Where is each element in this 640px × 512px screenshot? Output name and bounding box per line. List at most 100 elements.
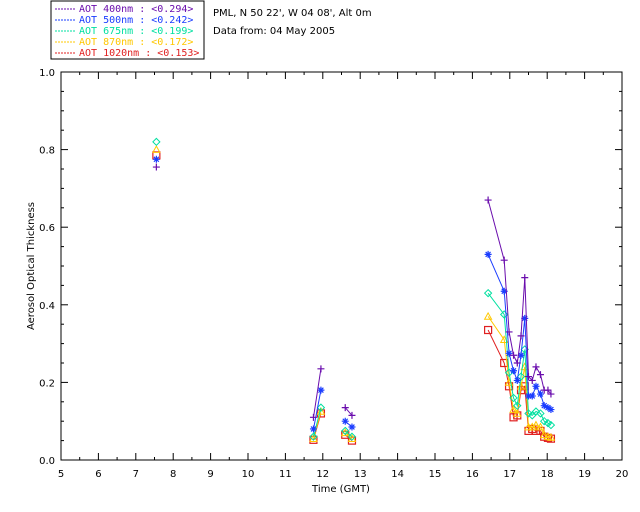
x-tick-label: 18 (541, 469, 554, 480)
x-tick-label: 8 (170, 469, 176, 480)
data-point-star (341, 417, 349, 425)
data-point-diamond (499, 310, 509, 319)
data-point-plus (152, 163, 160, 171)
legend-entry: AOT 400nm : <0.294> (79, 4, 193, 15)
data-point-plus (348, 411, 356, 419)
series-line (313, 390, 322, 430)
x-axis-label: Time (GMT) (311, 484, 370, 495)
x-tick-label: 5 (58, 469, 64, 480)
data-point-star (528, 392, 536, 400)
data-point-diamond (546, 420, 556, 430)
data-point-triangle (546, 432, 556, 441)
series-aot-1020nm (152, 151, 556, 445)
data-point-diamond (316, 403, 326, 412)
x-tick-label: 15 (429, 469, 442, 480)
data-point-star (536, 390, 544, 398)
data-point-triangle (316, 406, 326, 415)
data-point-square (484, 325, 493, 335)
plot-frame (60, 71, 623, 461)
series-line (487, 329, 552, 440)
x-tick-label: 19 (578, 469, 591, 480)
y-tick-label: 1.0 (39, 68, 55, 79)
data-point-diamond (341, 426, 350, 436)
data-point-triangle (483, 311, 493, 320)
data-point-plus (500, 256, 508, 264)
series-line (487, 316, 552, 438)
data-point-star (317, 386, 325, 394)
date-info: Data from: 04 May 2005 (213, 26, 335, 37)
series-aot-400nm (152, 163, 555, 421)
legend-entry: AOT 1020nm : <0.153> (79, 48, 199, 59)
series-line (487, 292, 552, 426)
y-tick-label: 0.8 (39, 146, 55, 157)
data-point-plus (532, 363, 540, 371)
data-point-diamond (152, 137, 161, 147)
series-aot-500nm (152, 155, 555, 433)
data-point-diamond (509, 393, 518, 403)
series-line (344, 407, 353, 416)
series-line (487, 254, 552, 411)
legend-entry: AOT 675nm : <0.199> (79, 26, 193, 37)
data-point-triangle (152, 145, 161, 153)
legend-box (50, 0, 205, 60)
data-point-diamond (531, 407, 541, 416)
series-aot-870nm (152, 145, 556, 442)
x-tick-label: 7 (133, 469, 139, 480)
x-tick-label: 14 (391, 469, 404, 480)
data-point-plus (525, 373, 532, 381)
y-axis: 0.0 0.2 0.4 0.6 0.8 1.0 (39, 68, 622, 467)
x-tick-label: 6 (95, 469, 101, 480)
y-tick-label: 0.0 (39, 456, 55, 467)
data-point-diamond (540, 416, 549, 426)
x-tick-label: 13 (354, 469, 367, 480)
data-point-diamond (347, 432, 357, 441)
x-tick-label: 9 (207, 469, 213, 480)
data-point-plus (513, 359, 521, 367)
legend-entry: AOT 500nm : <0.242> (79, 15, 193, 26)
x-tick-label: 11 (279, 469, 292, 480)
data-point-star (510, 367, 518, 375)
data-point-star (152, 155, 160, 163)
data-point-plus (484, 196, 492, 204)
data-point-diamond (513, 401, 522, 410)
y-tick-label: 0.2 (39, 378, 55, 389)
data-point-star (517, 351, 525, 359)
data-point-plus (528, 376, 536, 384)
data-point-triangle (512, 408, 522, 417)
site-info: PML, N 50 22', W 04 08', Alt 0m (213, 8, 372, 19)
series-line (313, 407, 322, 437)
data-point-star (544, 404, 552, 412)
data-point-diamond (483, 288, 493, 298)
data-point-plus (341, 404, 349, 412)
data-point-star (547, 406, 555, 414)
data-point-plus (309, 413, 317, 421)
data-point-star (521, 314, 529, 322)
data-point-plus (317, 365, 325, 373)
x-tick-label: 12 (316, 469, 329, 480)
data-point-plus (547, 390, 555, 398)
data-point-triangle (539, 430, 549, 439)
series-layer (152, 137, 556, 445)
data-point-triangle (520, 362, 530, 371)
data-point-diamond (516, 372, 526, 381)
x-tick-label: 10 (242, 469, 255, 480)
series-line (344, 430, 353, 438)
data-point-plus (536, 371, 544, 379)
series-line (487, 199, 552, 395)
data-point-square (500, 358, 509, 368)
data-point-plus (505, 328, 513, 336)
x-axis: 5 6 7 8 9 10 11 12 13 14 15 16 17 18 19 20 (58, 72, 628, 480)
series-line (313, 368, 322, 418)
data-point-star (309, 425, 317, 433)
data-point-diamond (536, 409, 545, 418)
y-tick-label: 0.6 (39, 223, 55, 234)
x-tick-label: 17 (503, 469, 516, 480)
data-point-star (348, 423, 356, 431)
data-point-diamond (309, 432, 318, 441)
data-point-plus (517, 332, 525, 340)
data-point-triangle (531, 420, 541, 429)
data-point-plus (544, 386, 552, 394)
data-point-star (505, 349, 513, 357)
data-point-star (540, 402, 548, 410)
data-point-square (546, 434, 556, 443)
